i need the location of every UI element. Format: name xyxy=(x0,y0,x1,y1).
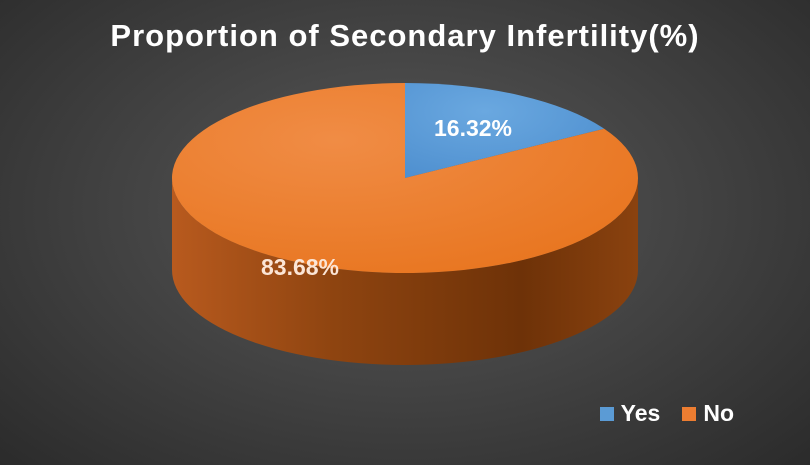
legend-item-no: No xyxy=(682,400,734,427)
pie-side-no xyxy=(172,178,638,365)
legend: Yes No xyxy=(599,400,734,427)
legend-swatch-yes xyxy=(599,406,614,421)
data-label-yes: 16.32% xyxy=(434,115,512,141)
chart-title: Proportion of Secondary Infertility(%) xyxy=(110,18,700,53)
data-label-no: 83.68% xyxy=(261,254,339,280)
legend-swatch-no xyxy=(682,406,697,421)
legend-item-yes: Yes xyxy=(599,400,661,427)
legend-label-no: No xyxy=(703,400,734,426)
pie-slice-no xyxy=(171,82,638,273)
pie-slice-yes xyxy=(405,83,605,178)
legend-label-yes: Yes xyxy=(620,400,661,426)
